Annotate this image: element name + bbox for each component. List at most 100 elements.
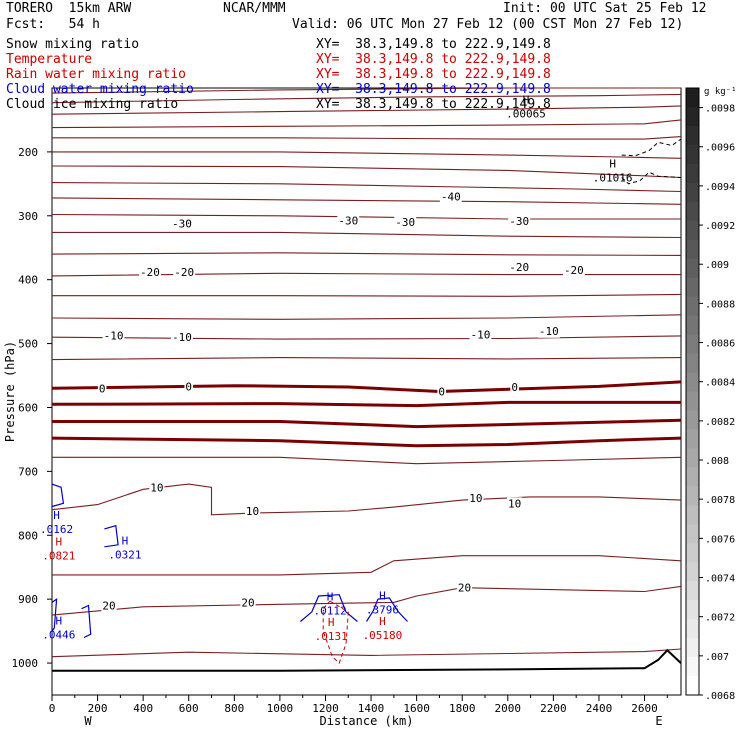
y-tick-label: 500	[18, 338, 38, 351]
colorbar-segment	[686, 391, 699, 411]
west-end-label: W	[84, 714, 92, 728]
colorbar-segment	[686, 239, 699, 260]
temperature-contour	[52, 136, 682, 140]
contour-label-background	[537, 324, 560, 338]
extremum-marker: H	[56, 614, 63, 627]
extremum-marker: H	[327, 591, 334, 604]
contour-label: -30	[338, 214, 358, 227]
contour-label-background	[562, 264, 585, 278]
extremum-value: .0321	[108, 548, 141, 561]
y-tick-label: 900	[18, 593, 38, 606]
contour-label: 10	[508, 497, 521, 510]
temperature-contour	[52, 151, 682, 159]
legend-rain-label: Rain water mixing ratio	[6, 67, 187, 82]
x-tick-label: 1400	[358, 702, 385, 715]
colorbar-tick-label: .008	[705, 456, 729, 467]
contour-label-background	[439, 190, 462, 204]
extremum-marker: H	[379, 615, 386, 628]
contour-label-background	[456, 581, 473, 595]
extremum-value: .0821	[42, 550, 75, 563]
temperature-contour	[51, 197, 682, 205]
colorbar-segment	[686, 486, 699, 506]
contour-label: 0	[185, 380, 192, 393]
y-tick-label: 700	[18, 465, 38, 478]
temperature-contour	[51, 483, 682, 516]
y-tick-label: 1000	[12, 657, 39, 670]
colorbar-segment	[686, 334, 699, 355]
x-tick-label: 1800	[449, 702, 476, 715]
colorbar-segment	[686, 638, 699, 658]
temperature-contour	[51, 252, 682, 256]
contour-label-background	[102, 329, 125, 343]
snow-contour	[621, 138, 682, 157]
forecast-hour: Fcst: 54 h	[6, 17, 100, 32]
colorbar-segment	[686, 505, 699, 525]
contour-label: 0	[99, 382, 106, 395]
colorbar-segment	[686, 562, 699, 582]
colorbar-segment	[686, 619, 699, 639]
colorbar-unit: g kg⁻¹	[704, 87, 737, 97]
y-tick-label: 300	[18, 210, 38, 223]
contour-label-background	[337, 214, 360, 228]
colorbar-segment	[686, 220, 699, 241]
y-axis-label: Pressure (hPa)	[3, 341, 17, 442]
colorbar-segment	[686, 657, 699, 677]
legend-snow-xy: XY= 38.3,149.8 to 222.9,149.8	[316, 37, 551, 52]
temperature-contour	[51, 213, 681, 220]
contour-label: -10	[104, 329, 124, 342]
y-tick-label: 800	[18, 529, 38, 542]
contour-label-background	[139, 266, 161, 280]
y-tick-label: 400	[18, 274, 38, 287]
cloud-water-contour	[81, 604, 92, 639]
colorbar-tick-label: .007	[705, 652, 729, 663]
temperature-contour	[51, 105, 682, 115]
contour-label: -40	[441, 191, 461, 204]
extremum-value: .01016	[593, 171, 633, 184]
extremum-marker: H	[328, 616, 335, 629]
contour-label: -10	[539, 325, 559, 338]
extremum-value: .0112	[313, 605, 346, 618]
x-tick-label: 200	[88, 702, 108, 715]
contour-label: -30	[395, 216, 415, 229]
colorbar-frame	[685, 87, 700, 696]
contour-label: 20	[241, 596, 254, 609]
plot-frame	[51, 87, 682, 696]
colorbar-segment	[686, 543, 699, 563]
contour-label-background	[244, 504, 261, 518]
temperature-contour	[52, 231, 682, 239]
contour-label: -10	[471, 329, 491, 342]
y-tick-label: 600	[18, 401, 38, 414]
colorbar-segment	[686, 410, 699, 430]
contour-label: 0	[438, 386, 445, 399]
temperature-contour	[51, 165, 682, 179]
colorbar-segment	[686, 524, 699, 544]
colorbar-segment	[686, 163, 699, 184]
legend-cloud-water-label: Cloud water mixing ratio	[6, 82, 194, 97]
colorbar-tick-label: .0072	[705, 613, 735, 624]
contour-label: -10	[172, 331, 192, 344]
extremum-value: .05180	[363, 629, 403, 642]
colorbar-tick-label: .009	[705, 260, 729, 271]
extremum-value: .0446	[42, 628, 75, 641]
colorbar-segment	[686, 600, 699, 620]
temperature-contour	[51, 436, 682, 448]
extremum-value: .0131	[315, 630, 348, 643]
east-end-label: E	[655, 714, 662, 728]
rain-water-contour	[322, 600, 349, 664]
extremum-marker: H	[609, 157, 616, 170]
temperature-contour	[51, 585, 682, 616]
colorbar-segment	[686, 277, 699, 298]
x-tick-label: 2600	[631, 702, 658, 715]
colorbar-segment	[686, 448, 699, 468]
colorbar-segment	[686, 467, 699, 487]
contour-label-background	[170, 217, 193, 231]
contour-label: 10	[469, 492, 482, 505]
valid-time: Valid: 06 UTC Mon 27 Feb 12 (00 CST Mon …	[292, 17, 684, 32]
colorbar-tick-label: .0096	[705, 143, 735, 154]
colorbar-segment	[686, 88, 699, 108]
colorbar-segment	[686, 125, 699, 146]
colorbar-segment	[686, 315, 699, 336]
colorbar-segment	[686, 429, 699, 449]
legend-temperature-xy: XY= 38.3,149.8 to 222.9,149.8	[316, 52, 551, 67]
